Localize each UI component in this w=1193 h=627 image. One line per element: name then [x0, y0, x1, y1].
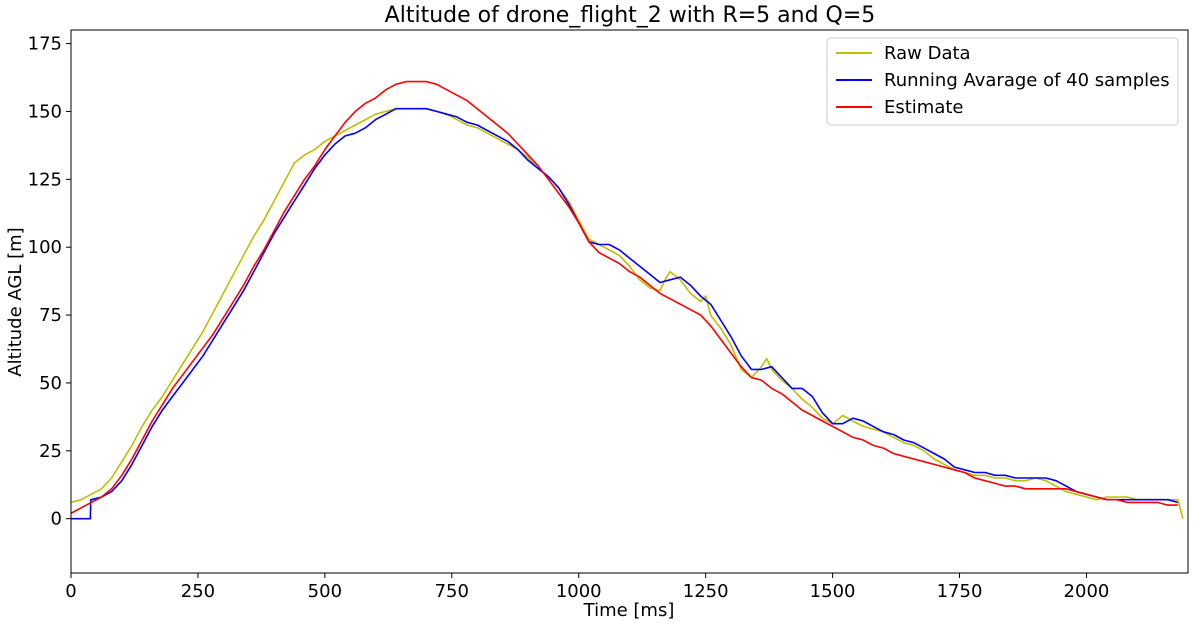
y-axis: 0 25 50 75 100 125 150 175 [28, 34, 71, 530]
plot-lines [70, 80, 1184, 520]
x-tick-label: 750 [435, 581, 469, 602]
legend-box [826, 37, 1179, 126]
legend: Raw Data Running Avarage of 40 samples Est… [826, 37, 1179, 126]
x-tick-label: 0 [65, 581, 76, 602]
y-tick-label: 75 [39, 305, 62, 326]
x-tick-label: 2000 [1064, 581, 1110, 602]
y-tick-label: 25 [39, 441, 62, 462]
legend-label-2: Estimate [884, 97, 964, 118]
x-axis: 0 250 500 750 1000 1250 1500 1750 2000 [65, 573, 1109, 602]
y-tick-label: 150 [28, 101, 62, 122]
series-line-2 [70, 80, 1178, 515]
y-tick-label: 175 [28, 34, 62, 55]
x-tick-label: 1250 [683, 581, 729, 602]
x-tick-label: 250 [181, 581, 215, 602]
legend-label-0: Raw Data [884, 43, 971, 64]
plot-frame [70, 29, 1189, 574]
y-tick-label: 0 [51, 509, 62, 530]
chart-title: Altitude of drone_flight_2 with R=5 and … [385, 3, 876, 28]
x-tick-label: 1000 [556, 581, 602, 602]
x-tick-label: 1750 [937, 581, 983, 602]
y-tick-label: 100 [28, 237, 62, 258]
x-tick-label: 500 [308, 581, 342, 602]
series-line-1 [71, 107, 1179, 520]
x-axis-label: Time [ms] [583, 600, 675, 621]
y-axis-label: Altitude AGL [m] [5, 227, 26, 376]
y-tick-label: 125 [28, 169, 62, 190]
x-tick-label: 1500 [810, 581, 856, 602]
legend-label-1: Running Avarage of 40 samples [884, 70, 1170, 91]
series-line-0 [70, 107, 1184, 519]
y-tick-label: 50 [39, 373, 62, 394]
